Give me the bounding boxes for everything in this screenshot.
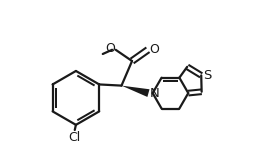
Text: O: O (105, 42, 115, 55)
Text: N: N (150, 87, 159, 100)
Text: Cl: Cl (69, 131, 81, 144)
Text: O: O (149, 43, 159, 56)
Polygon shape (121, 86, 150, 97)
Text: S: S (204, 69, 212, 82)
